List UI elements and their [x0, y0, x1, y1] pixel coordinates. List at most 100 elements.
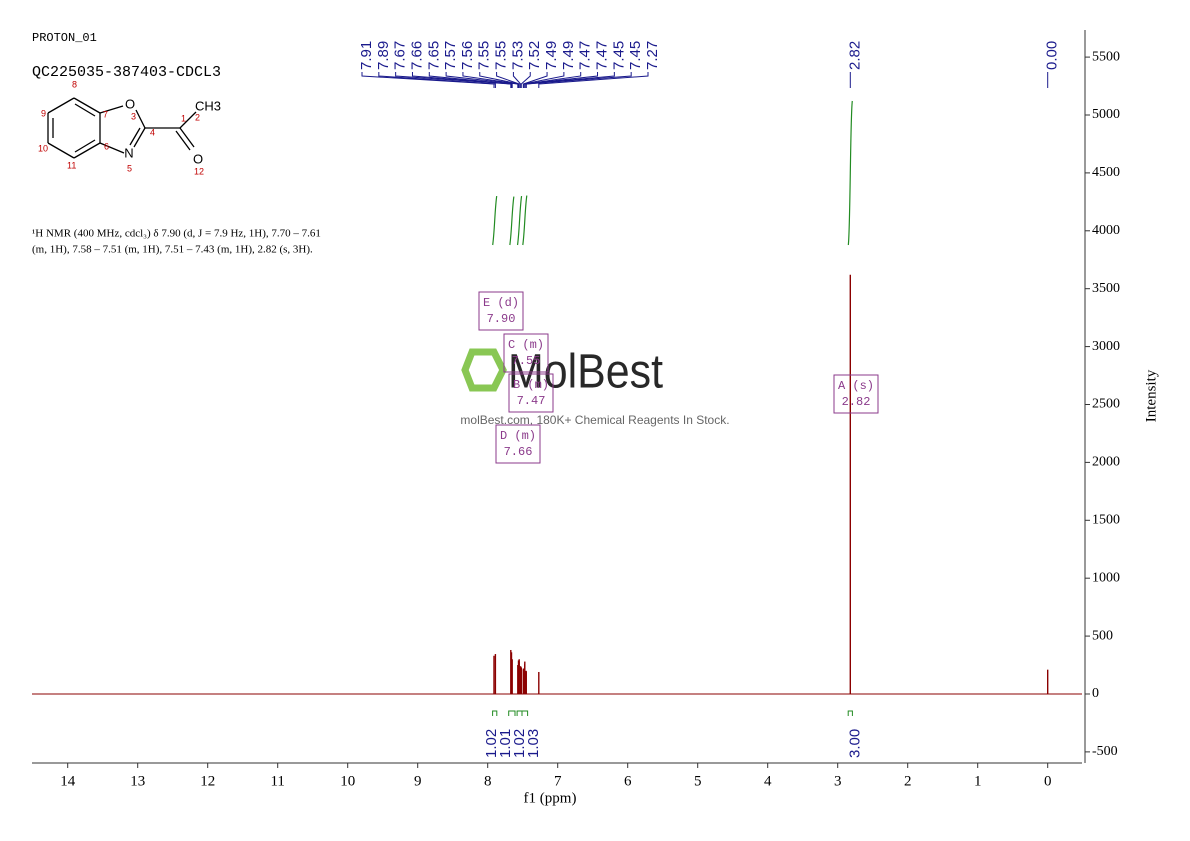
multiplet-box — [508, 373, 554, 413]
y-tick-label: 4000 — [1092, 223, 1120, 238]
integral-label: 1.02 — [511, 729, 528, 758]
peak-label: 7.89 — [375, 41, 392, 70]
integral-curve — [492, 195, 498, 246]
y-tick-label: 1000 — [1092, 570, 1120, 585]
y-tick-label: 500 — [1092, 628, 1113, 643]
x-tick-label: 4 — [764, 773, 772, 789]
peak-connector — [361, 72, 495, 88]
atom-number: 10 — [38, 143, 48, 153]
multiplet-label: A (s) — [838, 379, 874, 393]
x-tick-label: 8 — [484, 773, 492, 789]
atom-numbers: 1 2 3 4 5 6 7 8 9 10 11 12 — [38, 79, 204, 176]
peak-label: 7.47 — [577, 41, 594, 70]
multiplet-shift: 7.66 — [504, 445, 533, 459]
integral-label: 1.01 — [497, 729, 514, 758]
peak-connector — [538, 72, 649, 88]
y-tick-label: 2000 — [1092, 455, 1120, 470]
bond — [74, 103, 96, 117]
multiplet-label: C (m) — [508, 338, 544, 352]
x-tick-label: 5 — [694, 773, 702, 789]
description-line: (m, 1H), 7.58 – 7.51 (m, 1H), 7.51 – 7.4… — [32, 244, 313, 256]
y-tick-label: 3000 — [1092, 339, 1120, 354]
atom: O — [125, 96, 135, 111]
y-tick-label: 0 — [1092, 686, 1099, 701]
x-tick-label: 3 — [834, 773, 842, 789]
bond — [135, 109, 146, 129]
multiplet-shift: 7.47 — [517, 394, 546, 408]
multiplet-shift: 7.90 — [487, 312, 516, 326]
atom-number: 11 — [67, 160, 76, 170]
peak-label: 7.55 — [493, 41, 510, 70]
atom-number: 5 — [127, 163, 132, 173]
multiplet-label: E (d) — [483, 296, 519, 310]
watermark: MolBest molBest.com, 180K+ Chemical Reag… — [460, 346, 729, 428]
peak-connector — [395, 72, 512, 88]
x-tick-label: 12 — [200, 773, 215, 789]
integral-bracket — [521, 710, 529, 716]
bond — [99, 142, 125, 154]
multiplet-shift: 7.55 — [512, 354, 541, 368]
integral-bracket — [492, 710, 498, 716]
multiplet-shift: 2.82 — [842, 395, 871, 409]
plot: 14 13 12 11 10 9 8 7 6 5 4 3 2 1 0-5000500100015002000… — [32, 30, 1159, 806]
logo — [461, 348, 507, 392]
integral-bracket — [847, 710, 853, 716]
x-tick-label: 13 — [130, 773, 145, 789]
peak-label: 7.55 — [476, 41, 493, 70]
multiplet-box — [833, 374, 879, 414]
atom-number: 8 — [72, 79, 77, 89]
bond — [73, 142, 101, 159]
peak-label: 7.53 — [509, 41, 526, 70]
peak-connector — [428, 72, 513, 88]
integral-curve — [522, 195, 528, 246]
bond — [179, 127, 195, 148]
bond — [175, 130, 191, 151]
atom-number: 1 — [181, 113, 186, 123]
integral-bracket — [516, 710, 523, 716]
peak-label: 7.45 — [610, 41, 627, 70]
multiplet-box — [478, 291, 524, 331]
peak-label: 0.00 — [1044, 41, 1061, 70]
y-tick-label: 5500 — [1092, 49, 1120, 64]
multiplet-label: D (m) — [500, 429, 536, 443]
peak-connector — [520, 72, 531, 88]
peak-connector — [445, 72, 519, 88]
peak-connector — [462, 72, 519, 88]
x-tick-label: 1 — [974, 773, 982, 789]
experiment-name: PROTON_01 — [32, 31, 97, 45]
integral-label: 1.02 — [483, 729, 500, 758]
peak-connector — [411, 72, 512, 88]
structure — [47, 97, 197, 159]
peak-label: 7.67 — [392, 41, 409, 70]
multiplet-box — [495, 424, 541, 464]
peak-label: 7.45 — [627, 41, 644, 70]
x-tick-label: 11 — [270, 773, 284, 789]
integral-label: 3.00 — [846, 729, 863, 758]
y-tick-label: 2500 — [1092, 397, 1120, 412]
bond — [74, 139, 96, 153]
bond — [129, 127, 141, 146]
atom-number: 2 — [195, 112, 200, 122]
peak-label: 7.66 — [408, 41, 425, 70]
integral-label: 1.03 — [525, 729, 542, 758]
peak-label: 7.47 — [593, 41, 610, 70]
x-tick-label: 10 — [340, 773, 355, 789]
peak-connector — [525, 72, 632, 88]
y-axis-label: Intensity — [1143, 369, 1159, 422]
atom: O — [193, 151, 203, 166]
integral-bracket — [508, 710, 516, 716]
peak-label: 7.91 — [358, 41, 375, 70]
x-tick-label: 6 — [624, 773, 632, 789]
integral-curve — [847, 100, 853, 246]
y-tick-label: 1500 — [1092, 513, 1120, 528]
atom-number: 6 — [104, 141, 109, 151]
peak-label: 7.56 — [459, 41, 476, 70]
atom-number: 9 — [41, 108, 46, 118]
atom-number: 7 — [103, 109, 108, 119]
bond — [179, 111, 197, 129]
x-tick-label: 2 — [904, 773, 912, 789]
peak-label: 7.49 — [560, 41, 577, 70]
x-tick-label: 9 — [414, 773, 422, 789]
atom-number: 3 — [131, 111, 136, 121]
